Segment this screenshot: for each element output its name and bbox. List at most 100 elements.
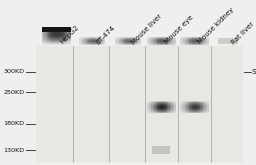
Bar [160,43,162,44]
Bar [104,42,105,43]
Bar [160,113,162,114]
Bar [64,35,65,36]
Bar [185,109,186,110]
Bar [119,41,121,42]
Bar [150,110,152,111]
Bar [51,29,53,30]
Bar [197,45,199,46]
Bar [199,42,200,43]
Bar [87,40,89,41]
Bar [92,39,94,40]
Bar [193,41,195,42]
Bar [186,42,188,43]
Bar [157,107,159,108]
Bar [54,35,55,36]
Bar [60,37,62,38]
Bar [186,112,188,113]
Bar [199,101,200,102]
Bar [56,30,57,31]
Bar [153,108,154,109]
Bar [95,43,96,44]
Bar [183,111,185,112]
Bar [195,45,196,46]
Bar [151,38,153,39]
Bar [183,101,185,102]
Bar [45,36,46,37]
Bar [57,38,58,39]
Bar [167,44,168,45]
Bar [151,44,153,45]
Bar [153,106,154,107]
Bar [190,38,192,39]
Bar [93,39,95,40]
Bar [48,33,49,34]
Bar [187,40,189,41]
Bar [158,110,160,111]
Bar [160,109,162,110]
Bar [42,36,44,37]
Bar [161,38,163,39]
Bar [148,105,150,106]
Bar [134,41,136,42]
Bar [65,32,66,33]
Bar [156,111,157,112]
Bar [156,39,157,40]
Bar [47,29,48,30]
Bar [202,105,203,106]
Bar [43,28,45,29]
Bar [207,110,209,111]
Bar [88,37,90,38]
Bar [189,101,190,102]
Bar [66,41,67,42]
Bar [45,40,46,41]
Bar [174,40,176,41]
Bar [151,45,153,46]
Bar [153,101,154,102]
Bar [190,107,192,108]
Bar [154,37,156,38]
Bar [116,43,118,44]
Bar [206,43,207,44]
Bar [150,38,152,39]
Bar [161,105,163,106]
Bar [163,106,164,107]
Bar [173,107,174,108]
Bar [196,37,198,38]
Bar [48,29,49,30]
Bar [128,39,130,40]
Bar [65,35,66,36]
Bar [59,34,60,35]
Bar [120,43,122,44]
Bar [161,45,163,46]
Bar [148,41,150,42]
Bar [57,40,58,41]
Bar [193,44,195,45]
Bar [49,35,50,36]
Bar [49,40,50,41]
Bar [183,103,185,104]
Bar [195,41,196,42]
Bar [193,41,195,42]
Bar [200,104,202,105]
Bar [62,35,64,36]
Bar [120,39,122,40]
Bar [86,42,87,43]
Bar [99,43,100,44]
Bar [91,44,92,45]
Bar [168,45,170,46]
Bar [207,45,209,46]
Bar [199,37,200,38]
Bar [134,44,136,45]
Bar [99,37,100,38]
Bar [48,27,49,32]
Bar [158,39,160,40]
Bar [182,109,184,110]
Bar [193,109,195,110]
Bar [54,31,55,32]
Bar [203,101,205,102]
Bar [167,38,168,39]
Bar [207,37,209,38]
Bar [154,101,156,102]
Bar [123,41,124,42]
Bar [125,44,127,45]
